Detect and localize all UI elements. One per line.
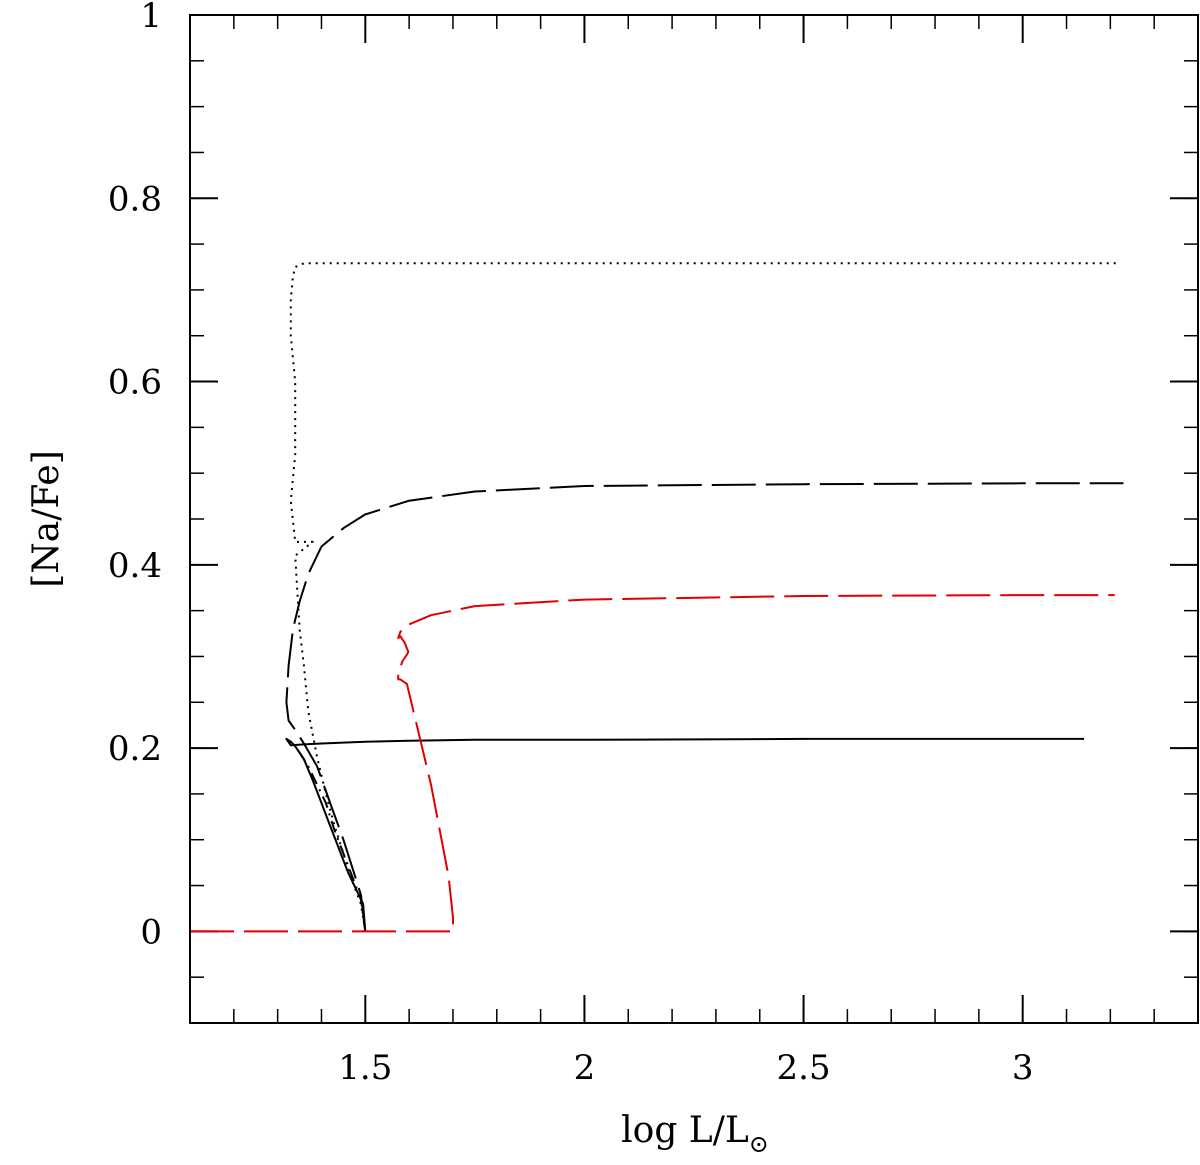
series-line-long-dash-red [190,594,1115,933]
x-axis-title-text: log L/L [621,1110,749,1151]
series-line-dash-dot [292,742,367,932]
y-tick-labels: 0 0.2 0.4 0.6 0.8 1 [108,0,162,952]
series-line-dotted [289,262,1120,932]
x-axis-title: log L/L⊙ [621,1110,769,1158]
series-line-solid [285,737,1085,932]
y-axis-title: [Na/Fe] [26,450,67,588]
y-tick-label: 0.6 [108,363,162,403]
x-tick-labels: 1.5 2 2.5 3 [338,1048,1033,1088]
x-tick-label: 3 [1012,1048,1034,1088]
solar-symbol-subscript: ⊙ [749,1130,769,1158]
y-tick-label: 0.2 [108,729,162,769]
x-tick-label: 2.5 [777,1048,831,1088]
y-tick-label: 1 [140,0,162,36]
x-tick-label: 2 [574,1048,596,1088]
minor-ticks [189,14,1199,1024]
series-layer [190,262,1124,933]
series-line-long-dash [285,482,1124,932]
y-tick-label: 0.8 [108,179,162,219]
plot-frame [189,14,1199,1024]
y-tick-label: 0.4 [108,546,162,586]
y-tick-label: 0 [140,912,162,952]
x-tick-label: 1.5 [338,1048,392,1088]
major-ticks [190,14,1198,1023]
